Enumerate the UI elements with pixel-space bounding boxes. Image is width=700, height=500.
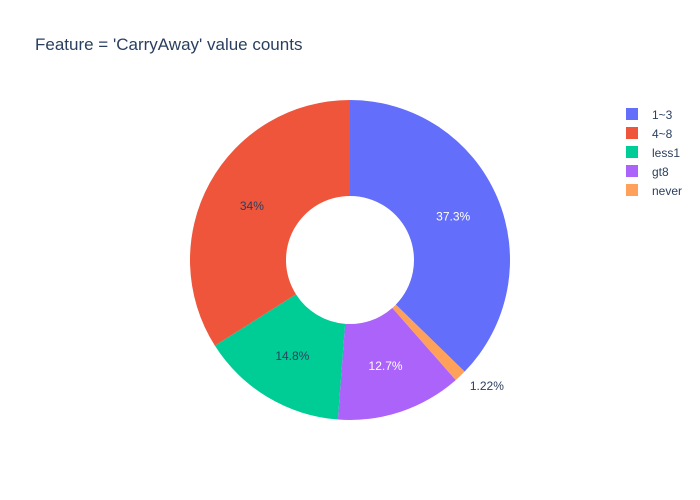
legend-swatch-4~8 [626, 127, 638, 139]
slice-label-less1: 14.8% [275, 349, 309, 363]
pie-slices [190, 100, 511, 420]
legend-swatch-1~3 [626, 108, 638, 120]
slice-label-1~3: 37.3% [436, 209, 470, 223]
slice-label-gt8: 12.7% [369, 359, 403, 373]
pie-slice-labels: 37.3% 1.22% 12.7% 14.8% 34% [240, 199, 504, 393]
legend-item-less1[interactable]: less1 [626, 146, 680, 160]
pie-slice-less1[interactable] [214, 294, 346, 420]
legend-swatch-gt8 [626, 165, 638, 177]
legend-swatch-never [626, 184, 638, 196]
legend-swatch-less1 [626, 146, 638, 158]
slice-label-4~8: 34% [240, 199, 264, 213]
legend-label-1~3: 1~3 [652, 108, 673, 122]
legend: 1~3 4~8 less1 gt8 never [626, 108, 682, 198]
legend-item-never[interactable]: never [626, 184, 682, 198]
legend-label-less1: less1 [652, 146, 680, 160]
pie-slice-1~3[interactable] [350, 100, 511, 372]
legend-label-4~8: 4~8 [652, 127, 673, 141]
slice-label-never: 1.22% [470, 379, 504, 393]
pie-slice-4~8[interactable] [190, 100, 350, 346]
legend-item-4~8[interactable]: 4~8 [626, 127, 673, 141]
legend-label-gt8: gt8 [652, 165, 669, 179]
pie-slice-gt8[interactable] [337, 308, 456, 420]
legend-item-gt8[interactable]: gt8 [626, 165, 669, 179]
pie-slice-never[interactable] [392, 304, 465, 381]
legend-item-1~3[interactable]: 1~3 [626, 108, 673, 122]
legend-label-never: never [652, 184, 682, 198]
chart-title: Feature = 'CarryAway' value counts [35, 35, 302, 54]
